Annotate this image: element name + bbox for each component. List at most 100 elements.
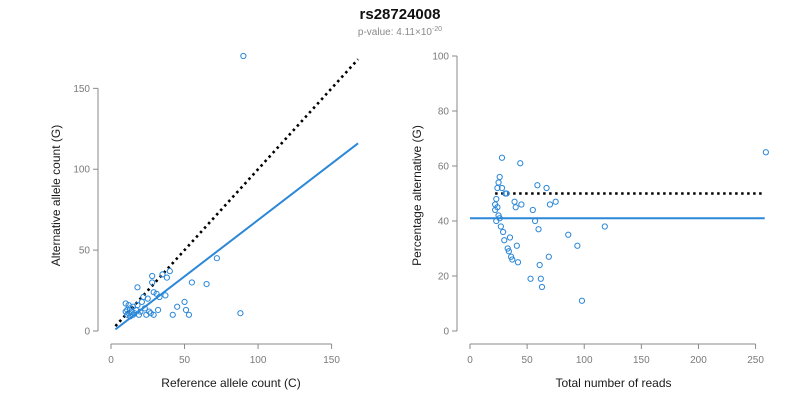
scatter-point: [578, 297, 586, 304]
scatter-point: [131, 310, 138, 317]
percentage-alternative-scatter-panel: 0 50 100 150 200 250 0 20 40 60 80 100 Total number …: [410, 52, 769, 390]
p-value-exponent: -20: [432, 26, 442, 33]
scatter-point: [124, 311, 131, 318]
x-axis-label: Total number of reads: [555, 376, 671, 390]
scatter-point: [502, 190, 509, 197]
scatter-point: [122, 300, 129, 307]
y-tick-label: 40: [438, 217, 450, 228]
scatter-point: [536, 261, 543, 269]
scatter-point: [495, 212, 502, 219]
scatter-point: [153, 290, 160, 297]
scatter-point: [505, 248, 512, 255]
scatter-point: [125, 310, 132, 317]
scatter-point: [237, 310, 244, 317]
reference-dotted-line: [114, 58, 360, 328]
scatter-point: [174, 303, 181, 310]
p-value-subtitle: p-value: 4.11×10-20: [358, 26, 442, 38]
x-tick-label: 250: [747, 355, 764, 366]
scatter-point: [150, 289, 157, 296]
y-tick-label: 100: [73, 165, 90, 176]
scatter-point: [512, 204, 519, 211]
scatter-point: [506, 234, 514, 241]
scatter-point: [497, 223, 504, 230]
scatter-point: [154, 306, 162, 314]
scatter-point: [492, 206, 499, 214]
y-tick-label: 150: [73, 84, 90, 95]
scatter-point: [185, 311, 193, 318]
scatter-point: [527, 275, 534, 282]
scatter-point: [181, 298, 188, 305]
p-value-label: p-value: 4.11×10: [358, 27, 432, 38]
scatter-point: [159, 271, 166, 278]
x-tick-label: 100: [576, 355, 593, 366]
scatter-point: [546, 201, 554, 208]
scatter-point: [511, 198, 518, 205]
x-tick-label: 50: [179, 355, 191, 366]
scatter-point: [496, 173, 503, 181]
scatter-point: [127, 313, 134, 320]
scatter-point: [169, 311, 176, 318]
scatter-point: [508, 253, 515, 260]
scatter-point: [494, 184, 501, 192]
fitted-trend-line: [114, 142, 359, 331]
chart-title: rs28724008: [360, 6, 441, 23]
scatter-point: [534, 182, 541, 189]
scatter-point: [501, 237, 508, 244]
x-tick-label: 50: [522, 355, 534, 366]
y-tick-label: 50: [79, 246, 91, 257]
scatter-point: [518, 201, 525, 208]
scatter-point: [141, 305, 148, 312]
scatter-point: [535, 226, 542, 233]
x-axis-label: Reference allele count (C): [161, 376, 300, 390]
scatter-point: [240, 52, 247, 60]
scatter-point: [134, 284, 141, 291]
scatter-point: [138, 298, 145, 305]
x-tick-label: 100: [250, 355, 267, 366]
y-tick-label: 100: [432, 52, 449, 63]
scatter-point: [143, 311, 150, 318]
scatter-point: [538, 283, 546, 291]
scatter-point: [162, 292, 169, 299]
scatter-point: [509, 256, 516, 263]
y-axis-label: Percentage alternative (G): [410, 125, 424, 266]
scatter-point: [150, 311, 157, 318]
scatter-point: [188, 279, 195, 286]
scatter-point: [500, 228, 507, 236]
y-tick-label: 0: [84, 327, 90, 338]
scatter-point: [552, 198, 559, 205]
scatter-point: [122, 308, 129, 315]
scatter-point: [514, 259, 522, 266]
y-tick-label: 80: [438, 107, 450, 118]
scatter-point: [163, 274, 170, 281]
y-tick-label: 0: [443, 327, 449, 338]
allele-count-scatter-panel: 0 50 100 150 0 50 100 150 Reference allele count…: [49, 52, 360, 390]
scatter-point: [495, 179, 502, 186]
scatter-point: [149, 279, 156, 286]
scatter-point: [513, 242, 520, 249]
scatter-point: [529, 206, 536, 214]
scatter-point: [182, 306, 190, 314]
scatter-point: [504, 245, 511, 252]
scatter-point: [498, 154, 506, 161]
scatter-point: [498, 184, 506, 192]
scatter-point: [537, 275, 544, 282]
scatter-point: [543, 184, 550, 192]
scatter-point: [203, 280, 210, 288]
x-tick-label: 0: [467, 355, 473, 366]
scatter-point: [493, 195, 500, 203]
scatter-point: [149, 272, 156, 280]
scatter-point: [601, 223, 608, 230]
y-axis-label: Alternative allele count (G): [49, 125, 63, 266]
x-tick-label: 200: [690, 355, 707, 366]
x-tick-label: 150: [633, 355, 650, 366]
scatter-point: [166, 268, 173, 275]
scatter-point: [545, 253, 552, 260]
y-tick-label: 20: [438, 272, 450, 283]
scatter-point: [532, 217, 539, 225]
scatter-point: [762, 149, 769, 156]
scatter-point: [517, 160, 524, 167]
x-tick-label: 150: [323, 355, 340, 366]
x-tick-label: 0: [108, 355, 114, 366]
scatter-point: [574, 242, 581, 249]
